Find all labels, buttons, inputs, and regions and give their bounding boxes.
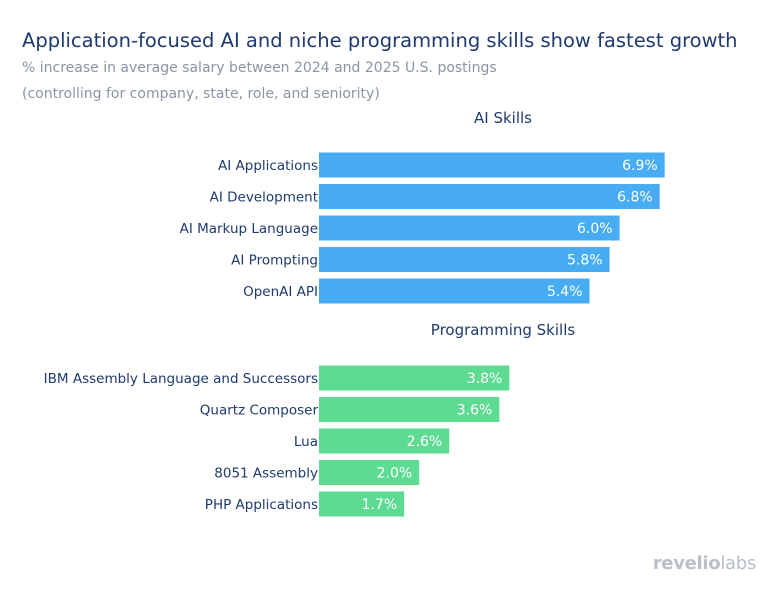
category-label: AI Markup Language bbox=[180, 221, 318, 237]
category-label: 8051 Assembly bbox=[214, 466, 318, 482]
panel-title: Programming Skills bbox=[431, 321, 576, 339]
category-label: Lua bbox=[294, 434, 318, 450]
category-label: IBM Assembly Language and Successors bbox=[44, 371, 318, 387]
bar bbox=[319, 428, 450, 454]
value-label: 3.6% bbox=[457, 403, 493, 419]
category-label: PHP Applications bbox=[205, 497, 318, 513]
category-label: OpenAI API bbox=[243, 284, 318, 300]
value-label: 6.9% bbox=[622, 158, 658, 174]
value-label: 5.4% bbox=[547, 284, 583, 300]
value-label: 6.0% bbox=[577, 221, 613, 237]
category-label: AI Applications bbox=[218, 158, 318, 174]
chart-title: Application-focused AI and niche program… bbox=[22, 29, 738, 52]
chart-subtitle-note: (controlling for company, state, role, a… bbox=[22, 86, 380, 102]
value-label: 2.0% bbox=[377, 466, 413, 482]
value-label: 6.8% bbox=[617, 190, 653, 206]
panel-title: AI Skills bbox=[474, 109, 532, 127]
value-label: 1.7% bbox=[362, 497, 398, 513]
bar bbox=[319, 215, 620, 241]
chart-subtitle: % increase in average salary between 202… bbox=[22, 60, 497, 76]
category-label: AI Development bbox=[210, 190, 318, 206]
bar bbox=[319, 365, 510, 391]
bar bbox=[319, 278, 590, 304]
bar bbox=[319, 397, 500, 422]
bar bbox=[319, 491, 405, 517]
value-label: 5.8% bbox=[567, 253, 603, 269]
bar bbox=[319, 152, 665, 178]
bar bbox=[319, 460, 420, 485]
category-label: Quartz Composer bbox=[200, 403, 319, 419]
revelio-labs-logo: reveliolabs bbox=[652, 553, 757, 574]
value-label: 3.8% bbox=[467, 371, 503, 387]
bar bbox=[319, 247, 610, 272]
value-label: 2.6% bbox=[407, 434, 443, 450]
category-label: AI Prompting bbox=[231, 253, 318, 269]
bar bbox=[319, 184, 660, 209]
